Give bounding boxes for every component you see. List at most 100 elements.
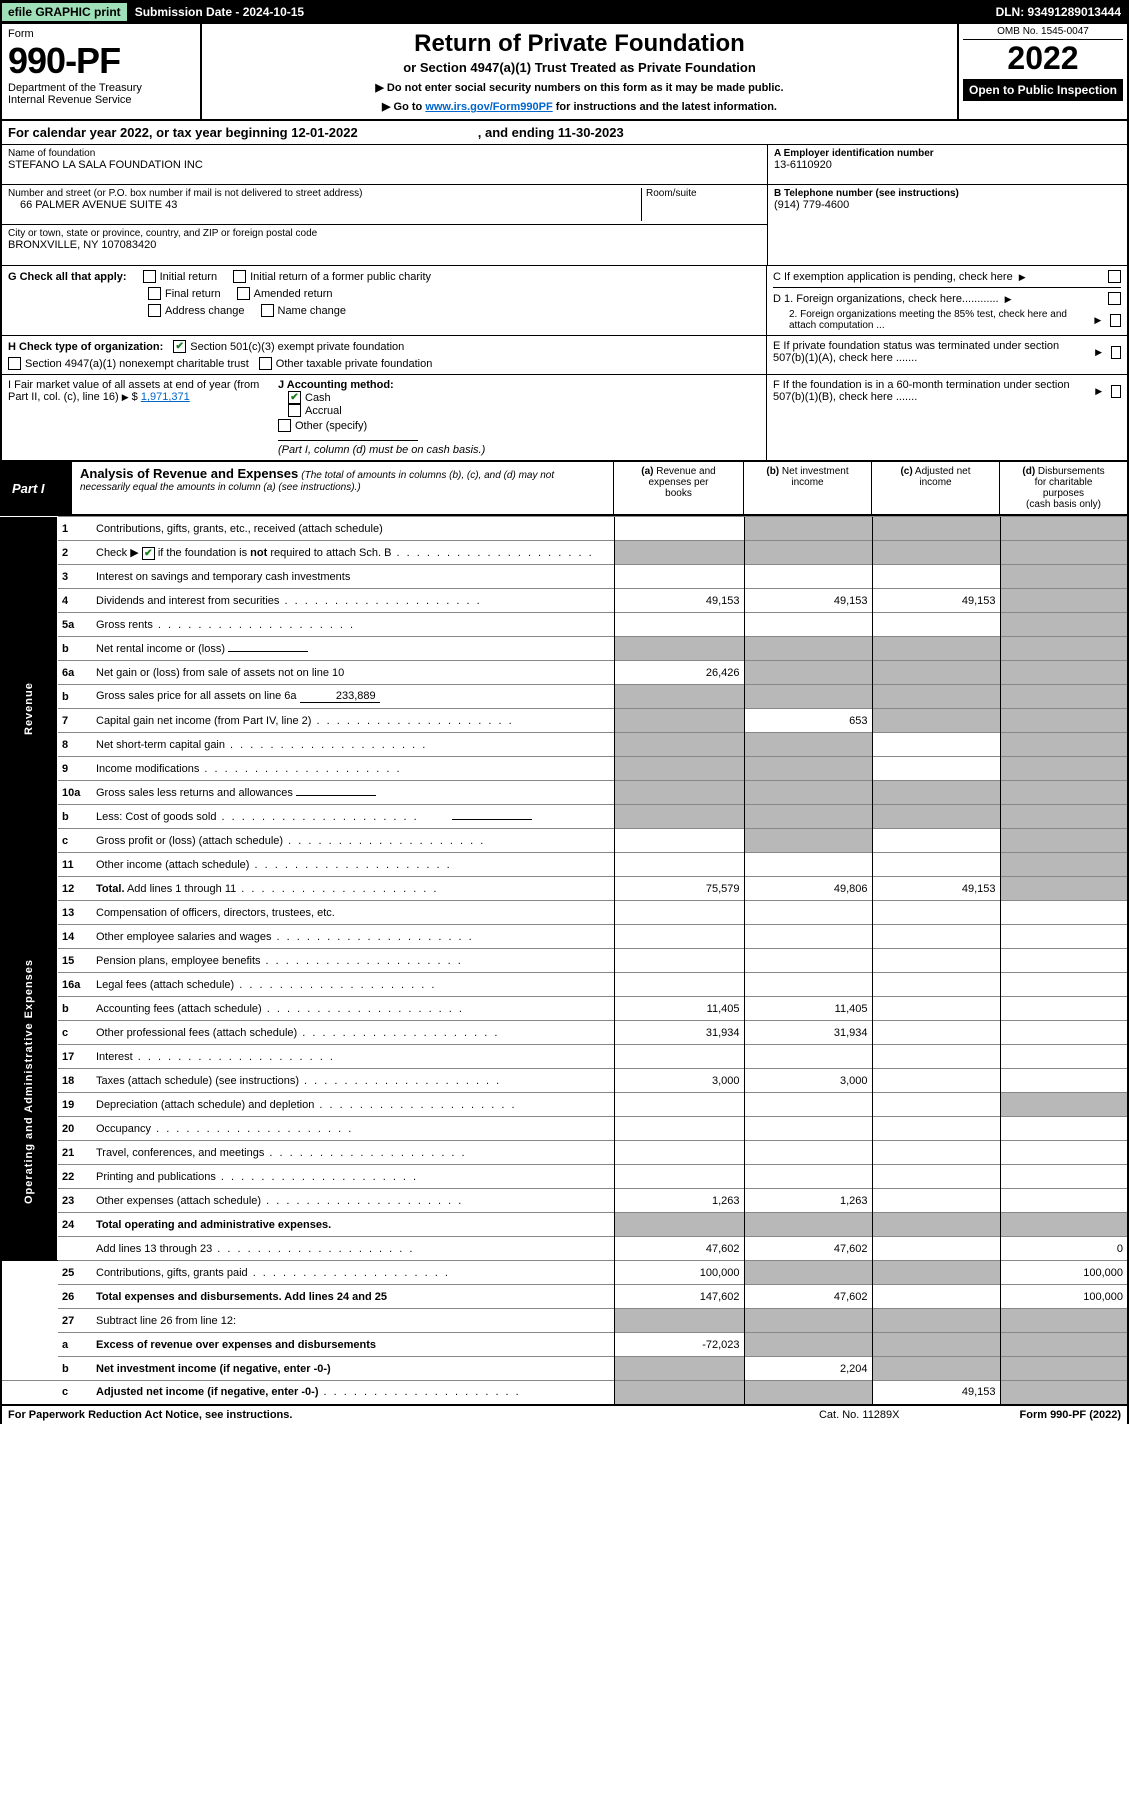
row-10c: cGross profit or (loss) (attach schedule… <box>1 829 1128 853</box>
row-21: 21Travel, conferences, and meetings <box>1 1141 1128 1165</box>
row-10a: 10aGross sales less returns and allowanc… <box>1 781 1128 805</box>
row-24b: Add lines 13 through 2347,60247,6020 <box>1 1237 1128 1261</box>
row-26: 26Total expenses and disbursements. Add … <box>1 1285 1128 1309</box>
i-label: I Fair market value of all assets at end… <box>8 379 259 403</box>
arrow-icon <box>1095 346 1105 358</box>
d1-label: D 1. Foreign organizations, check here..… <box>773 293 999 305</box>
cbox-name-change[interactable] <box>261 304 274 317</box>
dln: DLN: 93491289013444 <box>996 5 1127 19</box>
form-subtitle: or Section 4947(a)(1) Trust Treated as P… <box>210 60 949 75</box>
address: 66 PALMER AVENUE SUITE 43 <box>8 199 641 211</box>
note-goto: ▶ Go to www.irs.gov/Form990PF for instru… <box>210 100 949 113</box>
link-form990pf[interactable]: www.irs.gov/Form990PF <box>425 101 552 113</box>
part1-title-block: Analysis of Revenue and Expenses (The to… <box>72 462 613 514</box>
form-title: Return of Private Foundation <box>210 30 949 58</box>
cal-end: , and ending 11-30-2023 <box>478 125 624 140</box>
cbox-c[interactable] <box>1108 270 1121 283</box>
part1-banner: Part I Analysis of Revenue and Expenses … <box>0 462 1129 516</box>
form-header: Form 990-PF Department of the Treasury I… <box>0 24 1129 121</box>
cbox-sch-b[interactable] <box>142 547 155 560</box>
val-6b: 233,889 <box>300 690 380 703</box>
cbox-other-method[interactable] <box>278 419 291 432</box>
part1-table: Revenue 1Contributions, gifts, grants, e… <box>0 516 1129 1406</box>
part1-title: Analysis of Revenue and Expenses <box>80 466 298 481</box>
tax-year: 2022 <box>963 40 1123 77</box>
c-label: C If exemption application is pending, c… <box>773 271 1013 283</box>
ein-cell: A Employer identification number 13-6110… <box>768 145 1127 185</box>
phone-cell: B Telephone number (see instructions) (9… <box>768 185 1127 225</box>
city-cell: City or town, state or province, country… <box>2 225 767 265</box>
row-h-e: H Check type of organization: Section 50… <box>0 336 1129 375</box>
row-17: 17Interest <box>1 1045 1128 1069</box>
note-ssn: ▶ Do not enter social security numbers o… <box>210 81 949 94</box>
cbox-final-return[interactable] <box>148 287 161 300</box>
phone-label: B Telephone number (see instructions) <box>774 188 959 199</box>
row-16a: 16aLegal fees (attach schedule) <box>1 973 1128 997</box>
header-left: Form 990-PF Department of the Treasury I… <box>2 24 202 119</box>
col-head-d: (d) Disbursementsfor charitablepurposes(… <box>999 462 1127 514</box>
row-14: 14Other employee salaries and wages <box>1 925 1128 949</box>
cbox-address-change[interactable] <box>148 304 161 317</box>
col-head-c: (c) Adjusted netincome <box>871 462 999 514</box>
cbox-4947[interactable] <box>8 357 21 370</box>
row-g-c: G Check all that apply: Initial return I… <box>0 266 1129 336</box>
side-label-opex: Operating and Administrative Expenses <box>1 901 58 1261</box>
cbox-initial-former[interactable] <box>233 270 246 283</box>
pra-notice: For Paperwork Reduction Act Notice, see … <box>8 1409 292 1421</box>
header-right: OMB No. 1545-0047 2022 Open to Public In… <box>957 24 1127 119</box>
row-8: 8Net short-term capital gain <box>1 733 1128 757</box>
cbox-accrual[interactable] <box>288 404 301 417</box>
col-head-a: (a) (a) Revenue and expenses per booksRe… <box>613 462 743 514</box>
row-12: 12Total. Add lines 1 through 1175,57949,… <box>1 877 1128 901</box>
j-label: J Accounting method: <box>278 379 394 391</box>
submission-date: Submission Date - 2024-10-15 <box>135 5 304 19</box>
form-word: Form <box>8 28 194 40</box>
row-27c: cAdjusted net income (if negative, enter… <box>1 1381 1128 1405</box>
form-no-footer: Form 990-PF (2022) <box>1020 1409 1122 1421</box>
dept-treasury: Department of the Treasury <box>8 82 194 94</box>
g-label: G Check all that apply: <box>8 271 127 283</box>
row-7: 7Capital gain net income (from Part IV, … <box>1 709 1128 733</box>
cbox-e[interactable] <box>1111 346 1121 359</box>
arrow-icon <box>1095 385 1105 397</box>
f-label: F If the foundation is in a 60-month ter… <box>773 379 1089 403</box>
form-number: 990-PF <box>8 40 194 82</box>
row-10b: bLess: Cost of goods sold <box>1 805 1128 829</box>
row-3: 3Interest on savings and temporary cash … <box>1 565 1128 589</box>
row-16c: cOther professional fees (attach schedul… <box>1 1021 1128 1045</box>
cbox-f[interactable] <box>1111 385 1121 398</box>
row-15: 15Pension plans, employee benefits <box>1 949 1128 973</box>
row-4: 4Dividends and interest from securities4… <box>1 589 1128 613</box>
calendar-year-row: For calendar year 2022, or tax year begi… <box>0 121 1129 145</box>
row-24: 24Total operating and administrative exp… <box>1 1213 1128 1237</box>
cbox-501c3[interactable] <box>173 340 186 353</box>
row-ij-f: I Fair market value of all assets at end… <box>0 375 1129 462</box>
row-2: 2 Check ▶ if the foundation is not requi… <box>1 541 1128 565</box>
cbox-d1[interactable] <box>1108 292 1121 305</box>
arrow-icon <box>1005 293 1015 305</box>
cbox-other-taxable[interactable] <box>259 357 272 370</box>
row-5a: 5aGross rents <box>1 613 1128 637</box>
irs-label: Internal Revenue Service <box>8 94 194 106</box>
row-16b: bAccounting fees (attach schedule)11,405… <box>1 997 1128 1021</box>
cat-no: Cat. No. 11289X <box>819 1409 900 1421</box>
row-6b: bGross sales price for all assets on lin… <box>1 685 1128 709</box>
foundation-name: STEFANO LA SALA FOUNDATION INC <box>8 159 761 171</box>
row-27: 27Subtract line 26 from line 12: <box>1 1309 1128 1333</box>
cbox-initial-return[interactable] <box>143 270 156 283</box>
row-27b: bNet investment income (if negative, ent… <box>1 1357 1128 1381</box>
arrow-icon <box>1094 314 1104 326</box>
cbox-amended-return[interactable] <box>237 287 250 300</box>
j-note: (Part I, column (d) must be on cash basi… <box>278 444 760 456</box>
cal-begin: For calendar year 2022, or tax year begi… <box>8 125 358 140</box>
foundation-name-cell: Name of foundation STEFANO LA SALA FOUND… <box>2 145 767 185</box>
room-suite-label: Room/suite <box>646 188 761 199</box>
part1-label: Part I <box>2 462 72 514</box>
open-public: Open to Public Inspection <box>963 79 1123 101</box>
link-fmv[interactable]: 1,971,371 <box>141 391 190 403</box>
cbox-cash[interactable] <box>288 391 301 404</box>
city-state-zip: BRONXVILLE, NY 107083420 <box>8 239 761 251</box>
row-19: 19Depreciation (attach schedule) and dep… <box>1 1093 1128 1117</box>
footer: For Paperwork Reduction Act Notice, see … <box>0 1406 1129 1424</box>
cbox-d2[interactable] <box>1110 314 1121 327</box>
